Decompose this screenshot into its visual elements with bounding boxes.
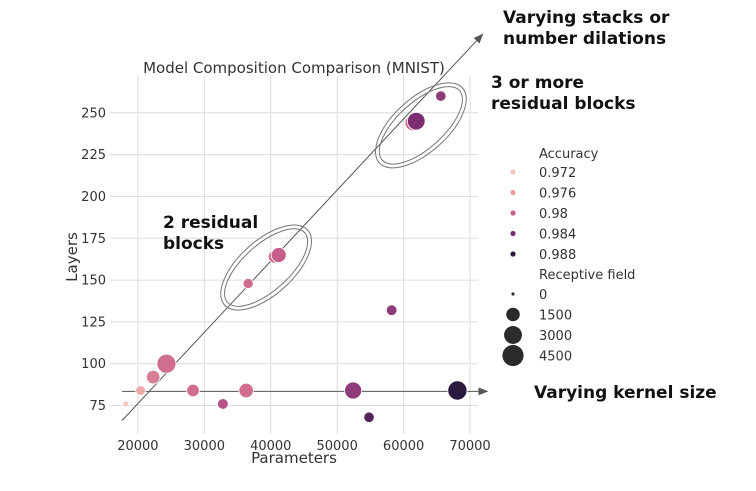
ellipse-three-blocks	[375, 82, 467, 169]
data-point	[385, 304, 398, 316]
legend-size-label: 0	[539, 288, 547, 303]
annotation-two-blocks-line1: 2 residual	[163, 213, 258, 233]
legend-color-label: 0.972	[539, 166, 576, 181]
legend-size-swatch	[502, 344, 524, 367]
annotation-varying-stacks-line1: Varying stacks or	[503, 8, 670, 28]
annotation-varying-stacks: Varying stacks or number dilations	[503, 8, 675, 49]
legend-size-label: 3000	[539, 329, 572, 344]
data-point	[406, 111, 426, 131]
x-axis-ticks: 20000 30000 40000 50000 60000 70000	[117, 439, 490, 454]
annotation-varying-stacks-line2: number dilations	[503, 29, 666, 49]
legend: Accuracy Receptive field 0.972 0.976 0.98 0…	[502, 147, 635, 367]
legend-color-swatch	[510, 230, 516, 237]
data-point	[156, 353, 177, 374]
data-point	[270, 247, 287, 263]
legend-color-label: 0.98	[539, 207, 568, 222]
data-point	[145, 369, 161, 385]
annotation-kernel-size: Varying kernel size	[534, 383, 717, 403]
legend-size-swatch	[504, 326, 522, 344]
y-axis-label: Layers	[63, 232, 81, 282]
data-point	[135, 385, 146, 396]
annotation-three-blocks: 3 or more residual blocks	[491, 73, 636, 114]
grid-lines	[110, 76, 478, 434]
data-point	[242, 277, 254, 289]
annotation-guides	[121, 33, 489, 421]
y-tick-label: 200	[81, 190, 106, 205]
annotation-three-blocks-line2: residual blocks	[491, 94, 636, 114]
legend-size-label: 4500	[539, 350, 572, 365]
data-point	[344, 381, 363, 400]
legend-size-title: Receptive field	[539, 268, 635, 283]
y-tick-label: 75	[89, 399, 106, 414]
x-tick-label: 70000	[449, 439, 490, 454]
data-point	[122, 400, 130, 408]
data-point	[447, 380, 468, 401]
y-tick-label: 175	[81, 232, 106, 247]
x-tick-label: 50000	[316, 439, 357, 454]
y-tick-label: 150	[81, 274, 106, 289]
legend-size-swatch	[511, 292, 515, 296]
legend-color-label: 0.988	[539, 248, 576, 263]
legend-color-swatch	[510, 210, 516, 216]
annotation-three-blocks-line1: 3 or more	[491, 73, 584, 93]
data-points	[122, 90, 468, 423]
legend-size-swatch	[506, 307, 520, 322]
legend-size-label: 1500	[539, 309, 572, 324]
y-axis-ticks: 75 100 125 150 175 200 225 250	[81, 106, 106, 414]
y-tick-label: 100	[81, 357, 106, 372]
annotation-two-blocks-line2: blocks	[163, 234, 224, 254]
chart-title: Model Composition Comparison (MNIST)	[143, 59, 445, 77]
legend-color-label: 0.984	[539, 228, 576, 243]
data-point	[217, 398, 229, 410]
y-tick-label: 250	[81, 106, 106, 121]
y-tick-label: 125	[81, 315, 106, 330]
x-tick-label: 30000	[184, 439, 225, 454]
data-point	[363, 411, 375, 423]
legend-color-swatch	[510, 251, 516, 257]
x-axis-label: Parameters	[251, 449, 337, 467]
legend-color-label: 0.976	[539, 187, 576, 202]
diagonal-arrow	[121, 33, 484, 421]
ellipse-two-blocks	[220, 224, 312, 311]
x-tick-label: 40000	[250, 439, 291, 454]
data-point	[186, 383, 200, 398]
annotation-two-blocks: 2 residual blocks	[163, 213, 264, 254]
x-tick-label: 20000	[117, 439, 158, 454]
data-point	[435, 90, 447, 102]
data-point	[238, 382, 254, 399]
y-tick-label: 225	[81, 148, 106, 163]
x-tick-label: 60000	[383, 439, 424, 454]
legend-color-swatch	[510, 169, 516, 175]
legend-color-title: Accuracy	[539, 147, 599, 162]
legend-color-swatch	[510, 189, 516, 196]
